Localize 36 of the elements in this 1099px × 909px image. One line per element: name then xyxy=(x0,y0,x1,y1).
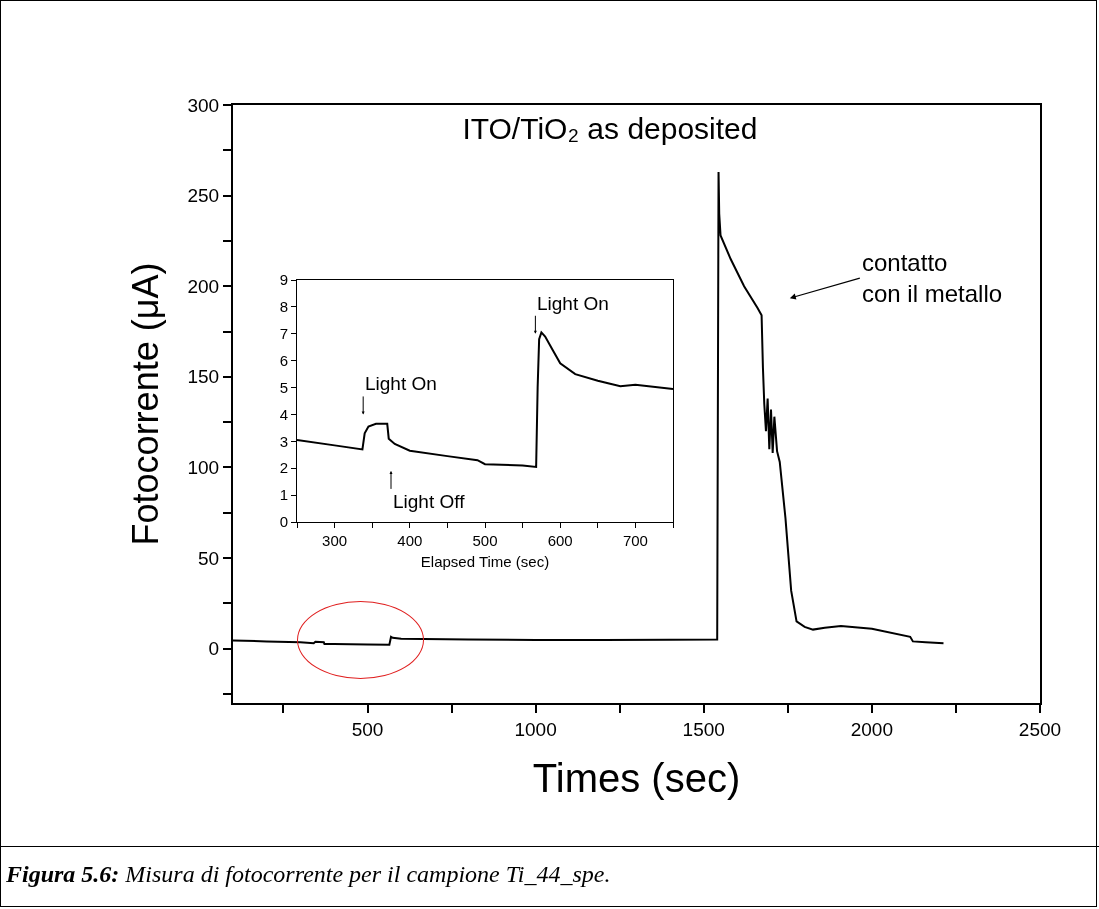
y-tick-label: 50 xyxy=(198,547,220,569)
y-tick-label: 1 xyxy=(279,486,288,504)
x-tick-label: 2000 xyxy=(850,718,894,740)
y-tick-label: 2 xyxy=(279,459,288,477)
chart-title: ITO/TiO₂ as deposited xyxy=(462,112,758,145)
x-tick-label: 400 xyxy=(397,532,423,549)
y-tick-label: 200 xyxy=(187,275,220,297)
y-axis-title: Fotocorrente (μA) xyxy=(124,262,166,546)
y-tick-label: 3 xyxy=(279,432,288,450)
x-tick-label: 1500 xyxy=(682,718,725,740)
y-tick-label: 300 xyxy=(187,94,220,116)
y-tick-label: 250 xyxy=(187,185,220,207)
x-tick-label: 2500 xyxy=(1018,718,1062,740)
x-tick-label: 500 xyxy=(351,718,384,740)
x-tick-label: 1000 xyxy=(514,718,557,740)
annotation: Light On xyxy=(537,293,609,314)
x-axis-title: Times (sec) xyxy=(532,755,741,800)
y-tick-label: 100 xyxy=(187,457,220,479)
y-tick-label: 8 xyxy=(279,298,288,316)
y-tick-label: 4 xyxy=(279,405,288,423)
x-tick-label: 300 xyxy=(322,532,348,549)
x-tick-label: 500 xyxy=(472,532,498,549)
y-tick-label: 0 xyxy=(279,513,288,531)
x-tick-label: 600 xyxy=(547,532,573,549)
x-tick-label: 700 xyxy=(622,532,648,549)
annotation: contatto con il metallo xyxy=(862,249,1003,308)
text: Figura 5.6: Misura di fotocorrente per il campione Ti_44_spe. xyxy=(6,861,611,887)
y-tick-label: 9 xyxy=(279,271,288,289)
y-tick-label: 150 xyxy=(187,366,220,388)
y-tick-label: 7 xyxy=(279,325,288,343)
x-axis-title: Elapsed Time (sec) xyxy=(420,553,550,570)
y-tick-label: 0 xyxy=(208,638,220,660)
y-tick-label: 5 xyxy=(279,378,288,396)
y-tick-label: 6 xyxy=(279,351,288,369)
annotation: Light On xyxy=(365,373,437,394)
annotation: Light Off xyxy=(393,491,466,512)
